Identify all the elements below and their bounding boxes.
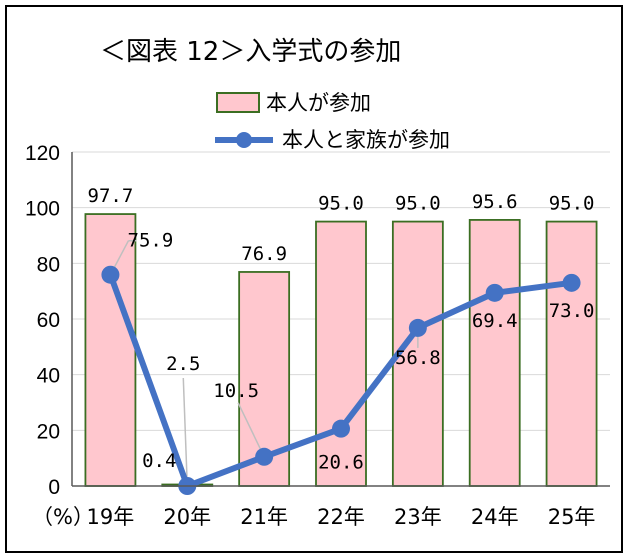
leader-lines (109, 239, 419, 487)
leader-line (182, 377, 189, 487)
line-value-label: 10.5 (213, 380, 259, 402)
x-tick-label: 20年 (163, 505, 211, 529)
legend-line-marker (236, 132, 252, 148)
bar-value-label: 95.6 (472, 191, 518, 213)
series-point (485, 283, 504, 302)
series-point (255, 447, 274, 466)
legend-line-label: 本人と家族が参加 (282, 128, 450, 152)
bar-value-label: 95.0 (318, 193, 364, 215)
line-value-label: 20.6 (318, 452, 364, 474)
bar-value-label: 95.0 (395, 193, 441, 215)
legend-bar-label: 本人が参加 (266, 91, 371, 115)
bar (545, 220, 598, 487)
series-point (332, 419, 350, 438)
bar (84, 213, 137, 487)
line-value-label: 73.0 (549, 300, 595, 322)
x-tick-label: 19年 (87, 505, 135, 529)
line-value-label: 56.8 (395, 347, 441, 369)
y-tick-label: 120 (25, 142, 60, 165)
bars (84, 213, 598, 487)
x-tick-label: 21年 (240, 505, 288, 529)
series-point (562, 273, 581, 292)
line-value-label: 75.9 (128, 230, 174, 252)
leader-line (237, 402, 265, 458)
line-value-label: 2.5 (166, 353, 200, 375)
series-point (408, 318, 427, 337)
bar (315, 220, 367, 487)
x-tick-label: 24年 (471, 505, 519, 529)
y-tick-label: 100 (25, 198, 60, 221)
x-tick-label: 23年 (394, 505, 442, 529)
bar (468, 219, 521, 487)
bar-value-label: 97.7 (88, 185, 134, 207)
x-tick-label: 25年 (548, 505, 596, 529)
chart-title: ＜図表 12＞入学式の参加 (100, 37, 401, 67)
x-tick-label: 22年 (317, 505, 365, 529)
unit-label: （%） (32, 505, 94, 529)
bar-value-label: 95.0 (549, 193, 595, 215)
axes: 0 20 40 60 80 100 120 19年 20年 21年 22年 23年 24年 25年 (25, 142, 610, 529)
y-tick-label: 80 (37, 253, 60, 276)
series-point (101, 265, 120, 284)
bar-value-label: 76.9 (241, 243, 287, 265)
y-tick-label: 60 (37, 309, 60, 332)
bar-value-label: 0.4 (142, 450, 176, 472)
y-tick-label: 20 (37, 420, 60, 443)
legend-bar-swatch (216, 92, 260, 113)
y-tick-label: 0 (48, 476, 60, 499)
legend: 本人が参加 本人と家族が参加 (215, 91, 450, 152)
line-value-label: 69.4 (472, 310, 518, 332)
data-labels: 97.7 0.4 76.9 95.0 95.0 95.6 95.0 75.9 2.5 10.5 20… (88, 185, 595, 474)
y-tick-label: 40 (37, 365, 60, 388)
